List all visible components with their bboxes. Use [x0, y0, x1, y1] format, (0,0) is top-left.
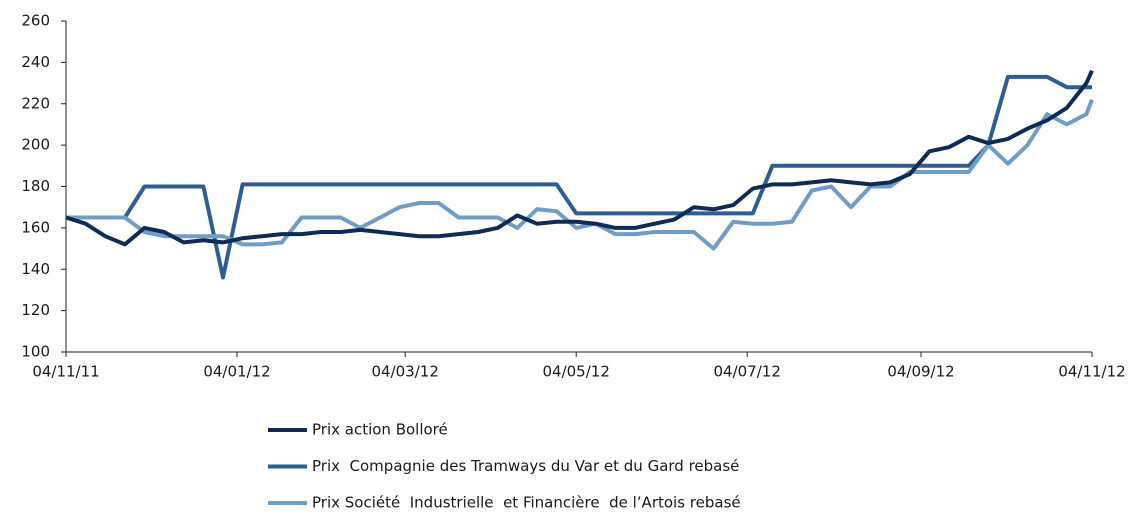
series-line — [65, 69, 1094, 247]
y-tick-label: 260 — [21, 12, 50, 30]
x-tick-label: 04/11/12 — [1058, 363, 1125, 381]
y-tick-label: 180 — [21, 177, 50, 195]
series-line — [66, 74, 1092, 280]
y-tick-label: 140 — [21, 260, 50, 278]
x-tick-label: 04/03/12 — [372, 363, 439, 381]
x-tick-label: 04/11/11 — [32, 363, 99, 381]
legend-label: Prix action Bolloré — [312, 421, 448, 439]
y-tick-label: 120 — [21, 301, 50, 319]
x-tick-label: 04/05/12 — [543, 363, 610, 381]
legend-label: Prix Compagnie des Tramways du Var et du… — [312, 457, 739, 475]
series-line — [66, 98, 1094, 251]
y-tick-label: 220 — [21, 94, 50, 112]
y-tick-label: 240 — [21, 53, 50, 71]
y-tick-label: 160 — [21, 218, 50, 236]
x-tick-label: 04/09/12 — [887, 363, 954, 381]
x-tick-label: 04/01/12 — [203, 363, 270, 381]
y-tick-label: 200 — [21, 136, 50, 154]
x-tick-label: 04/07/12 — [714, 363, 781, 381]
y-tick-label: 100 — [21, 343, 50, 361]
legend-label: Prix Société Industrielle et Financière … — [312, 494, 741, 512]
